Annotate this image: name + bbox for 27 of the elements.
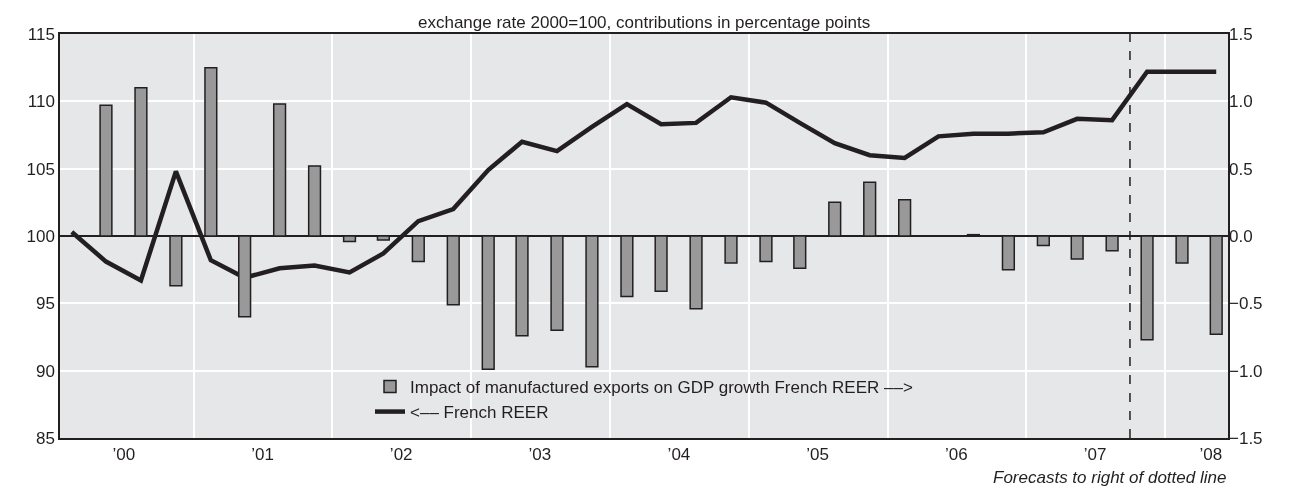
y-tick-label: 100 xyxy=(26,226,55,246)
x-tick-label: ’07 xyxy=(1083,445,1107,465)
legend-label: Impact of manufactured exports on GDP growth French REER ––> xyxy=(410,378,913,398)
y-tick-label: 95 xyxy=(35,294,55,314)
y-tick-label: 85 xyxy=(35,428,55,448)
text: Forecasts to right of dotted line xyxy=(993,468,1227,486)
x-tick-label: ’01 xyxy=(251,445,274,465)
x-tick-label: ’03 xyxy=(528,445,552,465)
y2-tick-label: 0.0 xyxy=(1229,226,1253,246)
y2-tick-label: −1.5 xyxy=(1229,428,1263,448)
x-tick-label: ’00 xyxy=(112,445,136,465)
legend-label: <–– French REER xyxy=(410,403,549,423)
y-tick-label: 110 xyxy=(27,92,55,112)
x-tick-label: ’04 xyxy=(667,445,691,465)
y2-tick-label: 0.5 xyxy=(1229,159,1253,179)
chart-title: exchange rate 2000=100, contributions in percentage points xyxy=(418,13,871,32)
x-tick-label: ’06 xyxy=(944,445,968,465)
y-tick-label: 115 xyxy=(27,24,55,44)
y-tick-label: 105 xyxy=(26,159,55,179)
y2-tick-label: −0.5 xyxy=(1229,294,1263,314)
x-tick-label: ’02 xyxy=(389,445,413,465)
y2-tick-label: 1.0 xyxy=(1229,92,1253,112)
y2-tick-label: −1.0 xyxy=(1229,361,1263,381)
x-tick-label: ’05 xyxy=(806,445,829,465)
x-tick-label: ’08 xyxy=(1199,445,1223,465)
y2-tick-label: 1.5 xyxy=(1229,24,1253,44)
y-tick-label: 90 xyxy=(35,361,55,381)
